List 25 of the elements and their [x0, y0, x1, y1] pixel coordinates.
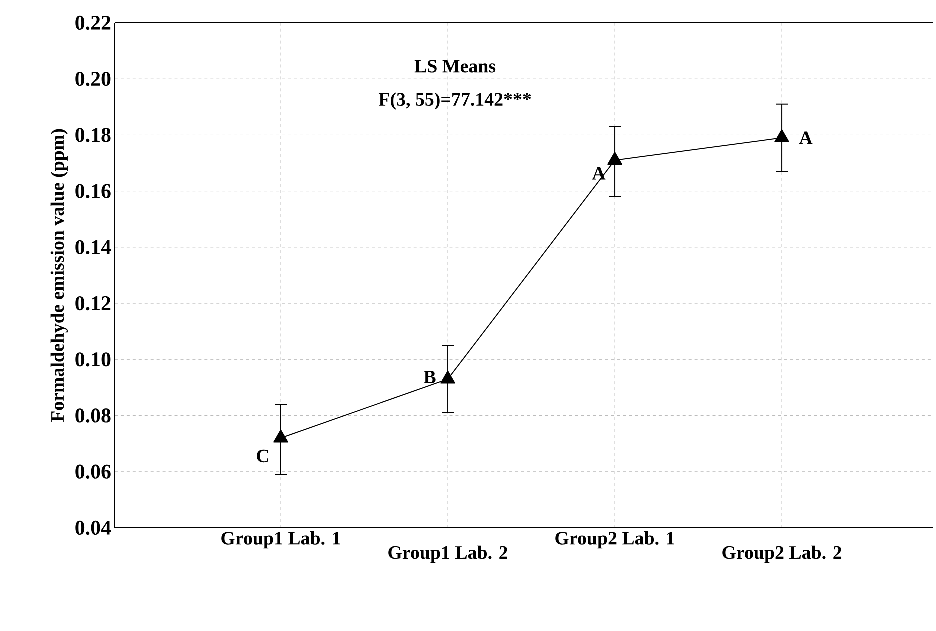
x-tick-label: Group1 Lab. 2	[388, 546, 508, 563]
annotation: A	[592, 167, 606, 180]
y-tick-label: 0.04	[76, 520, 112, 536]
y-tick-label: 0.10	[76, 352, 111, 367]
y-tick-label: 0.20	[76, 72, 111, 86]
y-tick-label: 0.18	[76, 128, 111, 142]
y-tick-label: 0.22	[76, 16, 111, 30]
x-tick-label: Group2 Lab. 2	[722, 546, 842, 563]
x-tick-label: Group2 Lab. 1	[556, 532, 674, 549]
annotation: A	[799, 132, 813, 144]
annotation: C	[257, 450, 268, 463]
y-axis-title: Formaldehyde emission value (ppm)	[50, 129, 68, 422]
point	[440, 370, 456, 384]
point	[608, 152, 622, 165]
y-tick-label: 0.06	[76, 464, 111, 479]
point	[774, 130, 790, 143]
y-tick-label: 0.16	[76, 184, 111, 198]
y-tick-label: 0.14	[76, 240, 112, 255]
annotation: B	[424, 371, 436, 384]
x-tick-label: Group1 Lab. 1	[222, 532, 340, 549]
point	[274, 430, 288, 443]
text: F(3, 55)=77.142***	[378, 92, 532, 110]
y-tick-label: 0.08	[76, 408, 111, 423]
text: LS Means	[414, 60, 496, 73]
y-tick-label: 0.12	[76, 296, 111, 311]
